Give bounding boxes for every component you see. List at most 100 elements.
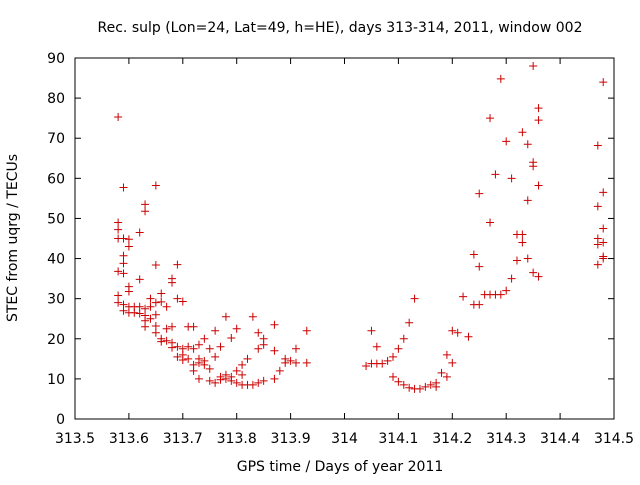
data-point bbox=[389, 352, 398, 361]
data-point bbox=[211, 326, 220, 335]
x-tick-label: 314.5 bbox=[594, 431, 634, 447]
data-point bbox=[286, 356, 295, 365]
data-point bbox=[216, 342, 225, 351]
x-tick-label: 313.9 bbox=[271, 431, 311, 447]
data-point bbox=[119, 234, 128, 243]
data-point bbox=[502, 286, 511, 295]
data-point bbox=[448, 358, 457, 367]
data-point bbox=[151, 298, 160, 307]
data-point bbox=[189, 366, 198, 375]
data-point bbox=[302, 326, 311, 335]
data-point bbox=[162, 324, 171, 333]
data-point bbox=[475, 262, 484, 271]
x-tick-label: 314 bbox=[331, 431, 358, 447]
data-point bbox=[405, 318, 414, 327]
data-point bbox=[593, 260, 602, 269]
x-tick-label: 313.8 bbox=[217, 431, 257, 447]
data-point bbox=[254, 328, 263, 337]
data-point bbox=[399, 380, 408, 389]
x-axis-title: GPS time / Days of year 2011 bbox=[237, 459, 444, 475]
data-point bbox=[211, 352, 220, 361]
plot-frame bbox=[74, 57, 615, 420]
data-point bbox=[593, 240, 602, 249]
data-point bbox=[518, 238, 527, 247]
data-point bbox=[221, 312, 230, 321]
data-point bbox=[291, 358, 300, 367]
data-point bbox=[270, 374, 279, 383]
data-point bbox=[399, 334, 408, 343]
data-point bbox=[135, 309, 144, 318]
data-point bbox=[200, 334, 209, 343]
data-point bbox=[518, 128, 527, 137]
data-point bbox=[599, 238, 608, 247]
y-axis-title: STEC from uqrg / TECUs bbox=[5, 154, 21, 322]
data-point bbox=[459, 292, 468, 301]
data-point bbox=[151, 328, 160, 337]
data-point bbox=[518, 230, 527, 239]
data-point bbox=[442, 350, 451, 359]
ticks-layer: 313.5 313.6 313.7 313.8 313.9 314 314.1 314.2 31… bbox=[47, 51, 634, 447]
data-point bbox=[114, 267, 123, 276]
x-tick-label: 314.4 bbox=[540, 431, 580, 447]
data-point bbox=[270, 346, 279, 355]
data-point bbox=[151, 310, 160, 319]
data-point bbox=[238, 370, 247, 379]
data-point bbox=[475, 300, 484, 309]
data-point bbox=[151, 260, 160, 269]
data-point bbox=[523, 254, 532, 263]
data-point bbox=[114, 298, 123, 307]
data-point bbox=[157, 297, 166, 306]
data-point bbox=[189, 344, 198, 353]
data-point bbox=[232, 324, 241, 333]
data-point bbox=[146, 314, 155, 323]
data-point bbox=[529, 268, 538, 277]
data-point bbox=[194, 358, 203, 367]
x-tick-label: 313.6 bbox=[109, 431, 149, 447]
data-point bbox=[394, 377, 403, 386]
data-point bbox=[168, 278, 177, 287]
y-tick-label: 10 bbox=[47, 372, 65, 388]
data-point bbox=[523, 140, 532, 149]
data-point bbox=[502, 137, 511, 146]
x-tick-label: 314.3 bbox=[486, 431, 526, 447]
data-point bbox=[534, 104, 543, 113]
data-point bbox=[291, 344, 300, 353]
data-point bbox=[227, 376, 236, 385]
data-point bbox=[173, 294, 182, 303]
data-point bbox=[141, 207, 150, 216]
data-point bbox=[405, 383, 414, 392]
data-point bbox=[593, 202, 602, 211]
data-point bbox=[378, 359, 387, 368]
data-point bbox=[410, 294, 419, 303]
data-point bbox=[119, 251, 128, 260]
data-point bbox=[389, 372, 398, 381]
data-point bbox=[178, 356, 187, 365]
data-point bbox=[114, 218, 123, 227]
data-point bbox=[259, 340, 268, 349]
data-point bbox=[432, 382, 441, 391]
data-point bbox=[124, 287, 133, 296]
data-point bbox=[162, 336, 171, 345]
data-point bbox=[119, 269, 128, 278]
data-point bbox=[491, 170, 500, 179]
data-point bbox=[135, 275, 144, 284]
data-point bbox=[507, 274, 516, 283]
data-point bbox=[157, 289, 166, 298]
data-point bbox=[599, 224, 608, 233]
data-point bbox=[151, 181, 160, 190]
y-tick-label: 90 bbox=[47, 51, 65, 67]
data-point bbox=[189, 322, 198, 331]
y-tick-label: 20 bbox=[47, 332, 65, 348]
data-point bbox=[415, 384, 424, 393]
data-point bbox=[221, 374, 230, 383]
data-point bbox=[194, 374, 203, 383]
data-point bbox=[141, 322, 150, 331]
data-point bbox=[281, 358, 290, 367]
data-point bbox=[394, 344, 403, 353]
data-point bbox=[238, 360, 247, 369]
data-point bbox=[367, 326, 376, 335]
data-point bbox=[178, 297, 187, 306]
data-point bbox=[216, 375, 225, 384]
